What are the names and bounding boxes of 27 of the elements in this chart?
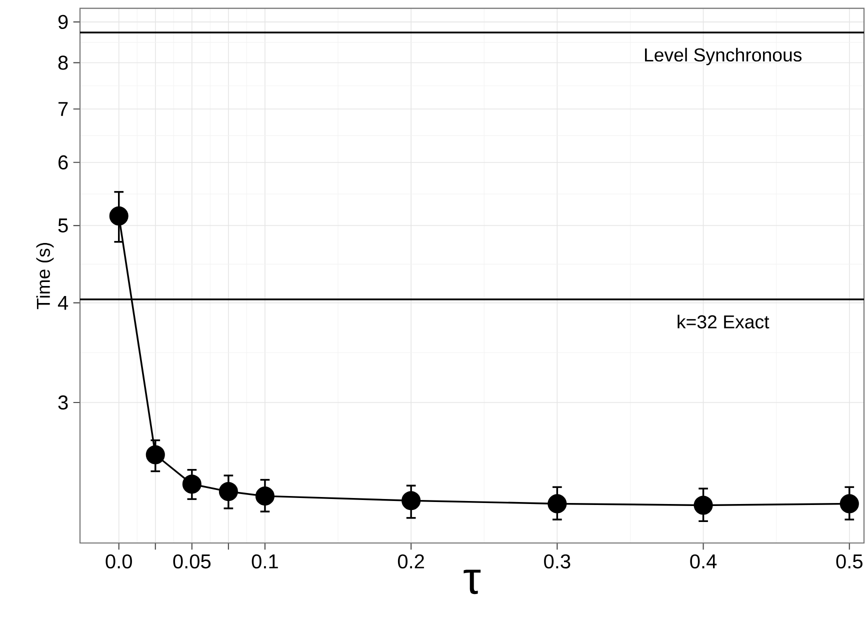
x-tick-label: 0.3 xyxy=(544,554,570,568)
y-tick-label: 4 xyxy=(58,296,68,310)
point xyxy=(694,496,713,515)
point xyxy=(146,445,165,464)
x-tick-label: 0.05 xyxy=(173,554,211,568)
y-tick-label: 7 xyxy=(58,102,68,116)
point xyxy=(218,482,238,502)
point xyxy=(109,206,128,226)
annotation: k=32 Exact xyxy=(678,314,770,328)
y-tick-label: 8 xyxy=(58,56,68,70)
point xyxy=(402,491,421,510)
y-tick-label: 9 xyxy=(58,14,68,29)
y-tick-label: 6 xyxy=(58,155,68,170)
x-tick-label: 0.1 xyxy=(252,554,278,568)
point xyxy=(255,486,275,506)
x-tick-label: 0.2 xyxy=(398,554,424,568)
point xyxy=(182,474,202,494)
x-tick-label: 0.0 xyxy=(106,554,132,568)
point xyxy=(548,494,567,514)
ref-line-label: Level Synchronous xyxy=(645,48,802,66)
point xyxy=(840,494,859,514)
y-tick-label: 5 xyxy=(58,218,68,233)
y-axis-title: Time (s) xyxy=(36,242,54,310)
y-tick-label: 3 xyxy=(58,395,68,410)
x-tick-label: 0.5 xyxy=(836,554,862,568)
x-axis-title: τ xyxy=(464,570,481,594)
x-tick-label: 0.4 xyxy=(690,554,717,568)
